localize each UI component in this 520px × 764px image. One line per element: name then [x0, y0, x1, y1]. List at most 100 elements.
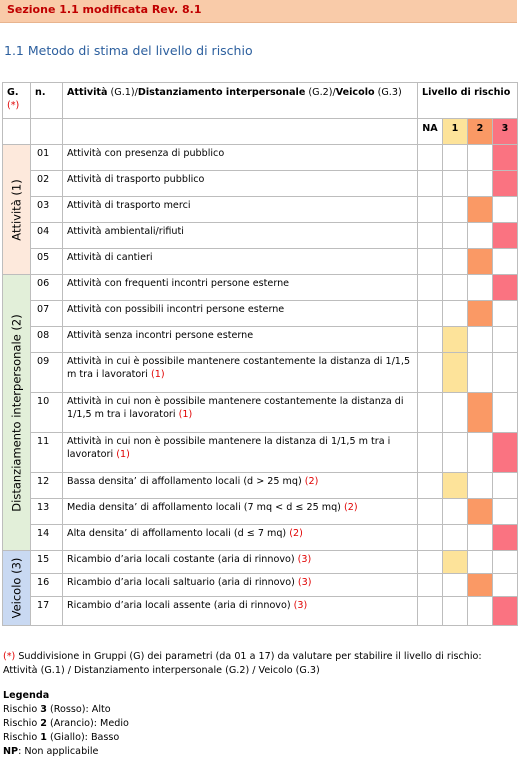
table-row: Veicolo (3) 15 Ricambio d’aria locali cost… [2, 550, 519, 626]
group-label-cell: Distanziamento interpersonale (2) [2, 274, 31, 551]
row-description: Attività con presenza di pubblico [62, 144, 418, 171]
level-1-cell [442, 326, 468, 353]
level-na-cell [417, 300, 443, 327]
level-2-cell [467, 498, 493, 525]
level-na-cell [417, 170, 443, 197]
row-note-ref: (2) [344, 502, 358, 513]
level-3-cell [491, 472, 519, 499]
row-description-text: Attività in cui non è possibile mantener… [67, 436, 391, 460]
row-note-ref: (3) [297, 577, 312, 588]
revision-banner-text: Sezione 1.1 modificata Rev. 8.1 [7, 3, 202, 16]
table-row: 07 Attività con possibili incontri person… [3, 300, 519, 327]
row-note-ref: (2) [304, 476, 319, 487]
table-row: Attività (1) 01 Attività con presenza di p… [2, 144, 519, 275]
row-description: Alta densita’ di affollamento locali (d … [62, 524, 418, 551]
level-1-cell [442, 170, 468, 197]
row-description: Attività di trasporto pubblico [62, 170, 418, 197]
level-na-cell [417, 274, 443, 301]
row-description-text: Attività in cui non è possibile mantener… [67, 396, 404, 420]
row-description-text: Attività di trasporto merci [67, 200, 191, 211]
level-2-cell [467, 144, 493, 171]
level-na-cell [417, 222, 443, 249]
level-2-cell [467, 596, 493, 626]
level-3-cell [491, 326, 519, 353]
row-description-text: Media densita’ di affollamento locali (7… [67, 502, 341, 513]
table-header-row: G. (*) n. Attività (G.1)/Distanziamento i… [2, 82, 519, 119]
level-na-cell [417, 472, 443, 499]
row-number: 03 [30, 196, 63, 223]
level-1-cell [442, 550, 468, 574]
level-2-cell [467, 248, 493, 275]
level-na-cell [417, 524, 443, 551]
table-row: 02 Attività di trasporto pubblico [3, 170, 519, 197]
level-1-label: 1 [442, 118, 468, 145]
row-number: 07 [30, 300, 63, 327]
row-number: 04 [30, 222, 63, 249]
row-description-text: Ricambio d’aria locali saltuario (aria d… [67, 577, 295, 588]
row-note-ref: (1) [150, 369, 165, 380]
row-note-ref: (3) [297, 554, 312, 565]
row-note-ref: (1) [116, 449, 130, 460]
level-2-cell [467, 550, 493, 574]
group-label-cell: Attività (1) [2, 144, 31, 275]
level-2-cell [467, 196, 493, 223]
table-row: Distanziamento interpersonale (2) 06 Attiv… [2, 274, 519, 551]
level-labels-row: NA 1 2 3 [2, 118, 519, 145]
table-row: 14 Alta densita’ di affollamento locali (… [3, 524, 519, 551]
level-1-cell [442, 144, 468, 171]
level-na-cell [417, 596, 443, 626]
level-3-cell [491, 550, 519, 574]
level-1-cell [442, 524, 468, 551]
row-number: 14 [30, 524, 63, 551]
level-2-cell [467, 573, 493, 597]
row-description: Attività in cui non è possibile mantener… [62, 392, 418, 433]
level-na-cell [417, 498, 443, 525]
row-description: Attività di trasporto merci [62, 196, 418, 223]
row-description-text: Attività di cantieri [67, 252, 153, 263]
level-1-cell [442, 472, 468, 499]
risk-table: G. (*) n. Attività (G.1)/Distanziamento i… [2, 82, 519, 626]
level-na-cell [417, 196, 443, 223]
revision-banner: Sezione 1.1 modificata Rev. 8.1 [0, 0, 517, 23]
table-row: 11 Attività in cui non è possibile manten… [3, 432, 519, 473]
table-row: 16 Ricambio d’aria locali saltuario (aria… [3, 573, 519, 597]
level-3-cell [491, 392, 519, 433]
row-number: 02 [30, 170, 63, 197]
table-row: 17 Ricambio d’aria locali assente (aria d… [3, 596, 519, 626]
table-row: 10 Attività in cui non è possibile manten… [3, 392, 519, 433]
level-3-cell [491, 300, 519, 327]
level-2-cell [467, 352, 493, 393]
level-1-cell [442, 392, 468, 433]
legend-item: Rischio 3 (Rosso): Alto [3, 704, 111, 715]
level-1-cell [442, 196, 468, 223]
row-description: Attività in cui non è possibile mantener… [62, 432, 418, 473]
row-number: 08 [30, 326, 63, 353]
group-column-header: G. (*) [2, 82, 31, 119]
row-description-text: Ricambio d’aria locali assente (aria di … [67, 600, 291, 611]
level-2-cell [467, 274, 493, 301]
row-number: 16 [30, 573, 63, 597]
level-na-cell [417, 392, 443, 433]
row-description-text: Attività con presenza di pubblico [67, 148, 225, 159]
level-3-cell [491, 432, 519, 473]
row-description-text: Attività senza incontri persone esterne [67, 330, 254, 341]
level-3-cell [491, 248, 519, 275]
level-na-cell [417, 550, 443, 574]
level-3-label: 3 [491, 118, 519, 145]
level-1-cell [442, 274, 468, 301]
empty-cell [30, 118, 63, 145]
level-1-cell [442, 300, 468, 327]
table-row: 12 Bassa densita’ di affollamento locali … [3, 472, 519, 499]
row-description: Attività senza incontri persone esterne [62, 326, 418, 353]
risk-level-header: Livello di rischio [416, 82, 519, 119]
level-2-cell [467, 326, 493, 353]
table-row: 09 Attività in cui è possibile mantenere … [3, 352, 519, 393]
level-2-cell [467, 472, 493, 499]
level-3-cell [491, 144, 519, 171]
row-description: Ricambio d’aria locali assente (aria di … [62, 596, 418, 626]
level-3-cell [491, 524, 519, 551]
level-2-cell [467, 392, 493, 433]
level-2-cell [467, 524, 493, 551]
level-1-cell [442, 596, 468, 626]
level-1-cell [442, 248, 468, 275]
